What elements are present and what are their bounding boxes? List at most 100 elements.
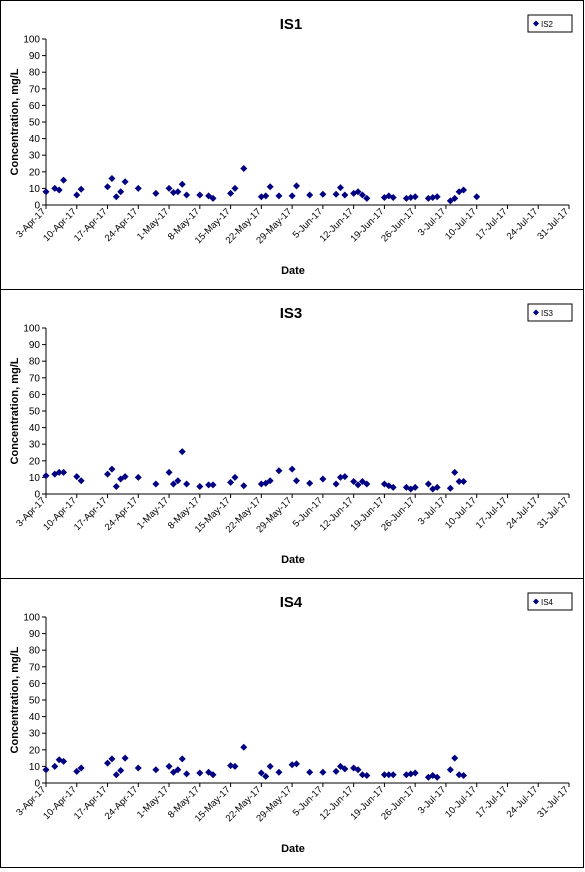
x-tick-label: 17-Jul-17	[474, 784, 510, 820]
legend-box	[527, 14, 573, 33]
y-axis-label: Concentration, mg/L	[9, 357, 21, 464]
x-axis-label: Date	[281, 554, 305, 566]
data-point	[169, 189, 177, 197]
data-point	[108, 755, 116, 763]
data-point	[42, 766, 50, 774]
x-tick-label: 24-Jul-17	[505, 495, 541, 531]
data-point	[319, 190, 327, 198]
y-tick-label: 100	[23, 324, 40, 335]
data-point	[183, 770, 191, 778]
legend-label: IS3	[541, 309, 554, 318]
data-point	[451, 468, 459, 476]
data-point	[73, 191, 81, 199]
data-point	[169, 480, 177, 488]
data-point	[104, 183, 112, 191]
x-tick-label: 10-Jul-17	[443, 784, 479, 820]
y-tick-label: 100	[23, 613, 40, 624]
legend-label: IS2	[541, 20, 554, 29]
data-point	[358, 191, 366, 199]
y-tick-label: 40	[29, 423, 41, 434]
data-point	[402, 771, 410, 779]
data-point	[306, 479, 314, 487]
data-point	[227, 478, 235, 486]
data-point	[266, 477, 274, 485]
y-tick-label: 30	[29, 151, 41, 162]
data-point	[389, 771, 397, 779]
chart-title: IS1	[280, 16, 303, 33]
data-point	[178, 180, 186, 188]
legend-label: IS4	[541, 598, 554, 607]
data-point	[319, 768, 327, 776]
data-point	[262, 772, 270, 780]
y-tick-label: 20	[29, 745, 41, 756]
y-tick-label: 60	[29, 390, 41, 401]
y-tick-label: 10	[29, 184, 41, 195]
data-point	[336, 762, 344, 770]
data-point	[73, 767, 81, 775]
data-point	[451, 754, 459, 762]
data-point	[473, 193, 481, 201]
data-point	[341, 473, 349, 481]
data-point	[407, 770, 415, 778]
data-point	[55, 756, 63, 764]
y-tick-label: 50	[29, 118, 41, 129]
x-tick-label: 24-Apr-17	[103, 784, 141, 822]
data-point	[402, 194, 410, 202]
legend-box	[527, 592, 573, 611]
data-point	[231, 184, 239, 192]
data-point	[341, 765, 349, 773]
data-point	[231, 473, 239, 481]
data-point	[266, 183, 274, 191]
data-point	[275, 467, 283, 475]
x-tick-label: 17-Jul-17	[474, 495, 510, 531]
data-point	[288, 465, 296, 473]
y-tick-label: 80	[29, 68, 41, 79]
data-point	[240, 482, 248, 490]
data-point	[446, 484, 454, 492]
y-tick-label: 90	[29, 340, 41, 351]
data-point	[183, 480, 191, 488]
data-point	[332, 190, 340, 198]
data-point	[205, 481, 213, 489]
data-point	[424, 480, 432, 488]
data-point	[209, 771, 217, 779]
x-tick-label: 10-Jul-17	[443, 495, 479, 531]
y-tick-label: 10	[29, 762, 41, 773]
y-tick-label: 20	[29, 456, 41, 467]
x-tick-label: 24-Apr-17	[103, 495, 141, 533]
data-point	[55, 186, 63, 194]
data-point	[354, 188, 362, 196]
y-tick-label: 30	[29, 440, 41, 451]
y-tick-label: 90	[29, 629, 41, 640]
data-point	[121, 178, 129, 186]
data-point	[60, 176, 68, 184]
y-tick-label: 50	[29, 407, 41, 418]
chart-panel-is4: IS4 0 10 20 30 40 50 60 70 80 90 100 3-Apr-17 10-Apr-…	[0, 578, 584, 868]
data-point	[293, 760, 301, 768]
data-point	[336, 184, 344, 192]
data-point	[257, 769, 265, 777]
data-point	[196, 483, 204, 491]
data-point	[411, 769, 419, 777]
data-point	[266, 762, 274, 770]
data-point	[363, 772, 371, 780]
data-point	[77, 185, 85, 193]
x-tick-label: 26-Jun-17	[379, 495, 417, 533]
data-point	[165, 184, 173, 192]
y-tick-label: 80	[29, 357, 41, 368]
data-point	[134, 764, 142, 772]
data-point	[332, 767, 340, 775]
data-point	[460, 772, 468, 780]
chart-panel-is1: IS1 0 10 20 30 40 50 60 70 80 90 100 3-Apr-17 10-Apr-…	[0, 0, 584, 290]
data-point	[389, 194, 397, 202]
data-point	[433, 193, 441, 201]
data-point	[205, 768, 213, 776]
legend: IS2	[527, 14, 573, 33]
data-point	[134, 473, 142, 481]
data-point	[433, 773, 441, 781]
y-tick-label: 90	[29, 51, 41, 62]
data-point	[55, 468, 63, 476]
x-tick-label: 31-Jul-17	[535, 206, 571, 242]
y-tick-label: 0	[34, 779, 40, 790]
data-point	[451, 194, 459, 202]
